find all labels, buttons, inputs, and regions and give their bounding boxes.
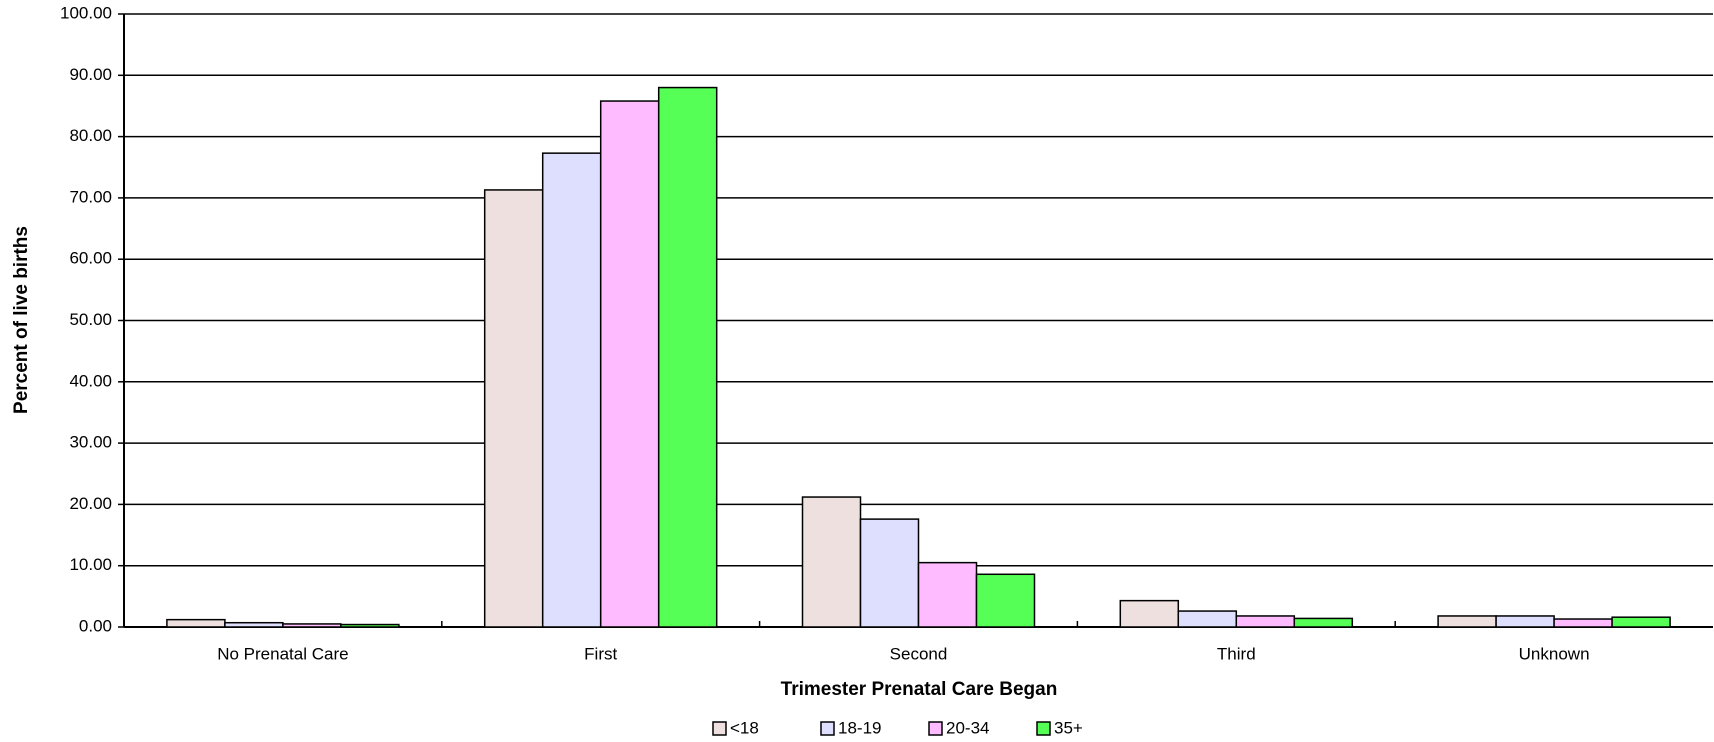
y-axis-title: Percent of live births: [11, 226, 32, 414]
bar: [541, 152, 602, 628]
bar: [483, 189, 544, 628]
y-tick-label: 0.00: [79, 616, 112, 635]
bar: [1235, 615, 1296, 628]
x-axis-title: Trimester Prenatal Care Began: [781, 679, 1058, 700]
y-tick-label: 70.00: [69, 187, 112, 206]
bar: [657, 86, 718, 628]
legend-swatch: [820, 721, 835, 736]
x-tick-label: No Prenatal Care: [217, 644, 348, 663]
x-tick-label: Unknown: [1519, 644, 1590, 663]
bar: [1437, 615, 1497, 628]
bar: [224, 621, 284, 628]
bar: [975, 573, 1036, 628]
legend-label: 20-34: [946, 718, 989, 737]
y-tick-label: 40.00: [69, 371, 112, 390]
bar: [340, 623, 400, 628]
legend-label: 35+: [1054, 718, 1083, 737]
y-tick-label: 80.00: [69, 126, 112, 145]
bar: [166, 618, 226, 628]
bar: [599, 100, 660, 628]
legend-swatch: [1036, 721, 1051, 736]
y-tick-label: 30.00: [69, 433, 112, 452]
bar: [282, 623, 342, 628]
bar: [859, 518, 920, 628]
x-tick-label: Second: [890, 644, 948, 663]
bar: [1177, 610, 1238, 628]
y-tick-label: 10.00: [69, 555, 112, 574]
bar: [1611, 616, 1671, 628]
legend-swatch: [928, 721, 943, 736]
bar: [917, 561, 978, 628]
y-tick-label: 20.00: [69, 494, 112, 513]
legend-swatch: [712, 721, 727, 736]
y-tick-label: 100.00: [60, 3, 112, 22]
x-tick-label: First: [584, 644, 617, 663]
legend-label: <18: [730, 718, 759, 737]
y-tick-label: 60.00: [69, 249, 112, 268]
y-tick-label: 50.00: [69, 310, 112, 329]
legend-label: 18-19: [838, 718, 881, 737]
bar: [801, 496, 862, 628]
bar: [1495, 615, 1555, 628]
bar: [1553, 618, 1613, 628]
x-tick-label: Third: [1217, 644, 1256, 663]
y-tick-label: 90.00: [69, 65, 112, 84]
bar: [1119, 599, 1180, 628]
bar: [1293, 617, 1354, 628]
